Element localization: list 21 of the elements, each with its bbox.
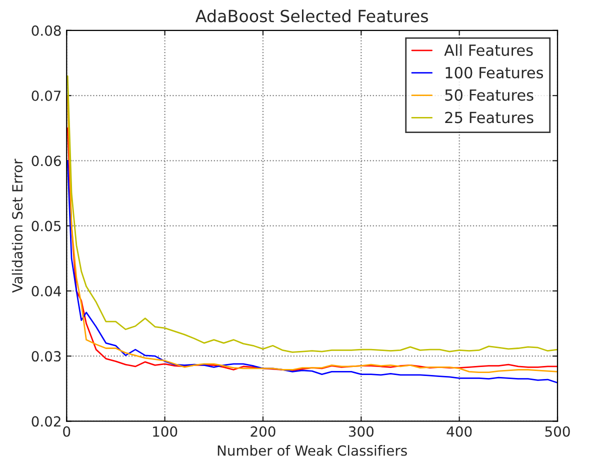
y-tick-label: 0.05 bbox=[32, 220, 61, 232]
x-tick-label: 0 bbox=[63, 426, 70, 437]
y-tick-label: 0.04 bbox=[32, 286, 61, 296]
legend-label: 25 Features bbox=[445, 112, 534, 124]
y-axis-title: Validation Set Error bbox=[12, 158, 23, 293]
legend-label: All Features bbox=[444, 44, 533, 56]
y-tick-label: 0.06 bbox=[32, 156, 61, 166]
y-tick-label: 0.03 bbox=[32, 351, 61, 362]
x-tick-label: 100 bbox=[153, 426, 178, 437]
x-tick-label: 400 bbox=[446, 426, 472, 437]
y-tick-label: 0.08 bbox=[32, 25, 61, 36]
x-tick-label: 200 bbox=[250, 426, 276, 437]
x-axis-title: Number of Weak Classifiers bbox=[218, 445, 407, 456]
legend-label: 50 Features bbox=[445, 89, 534, 101]
chart-title: AdaBoost Selected Features bbox=[195, 9, 428, 22]
line-series bbox=[66, 160, 558, 384]
y-tick-label: 0.02 bbox=[32, 416, 60, 427]
y-tick-label: 0.07 bbox=[32, 90, 61, 102]
legend-label: 100 Features bbox=[446, 66, 544, 78]
x-tick-label: 300 bbox=[348, 426, 374, 437]
x-tick-label: 500 bbox=[545, 426, 570, 437]
